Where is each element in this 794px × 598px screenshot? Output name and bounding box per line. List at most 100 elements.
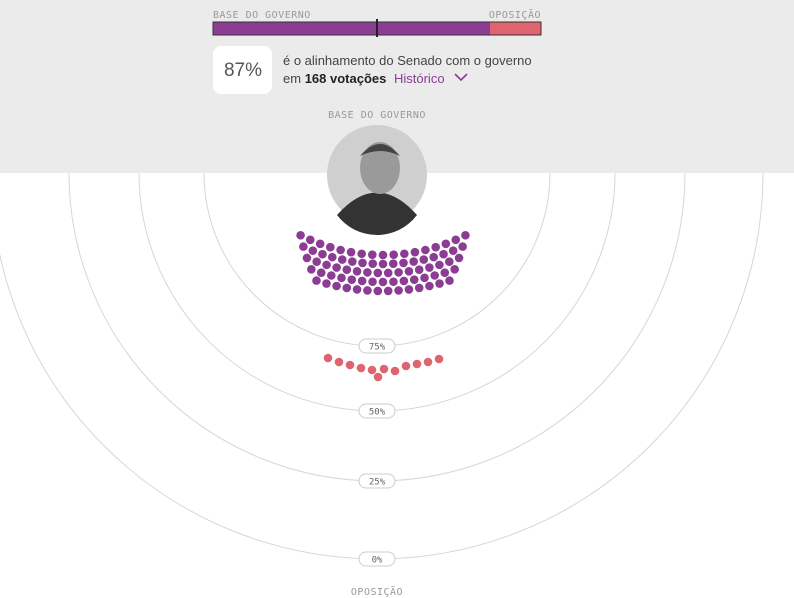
seat — [373, 286, 383, 296]
seat — [404, 267, 414, 276]
seat — [315, 239, 325, 249]
ring-label: 25% — [369, 478, 386, 488]
ring-pill — [358, 403, 396, 419]
seat — [435, 279, 444, 288]
seat — [336, 245, 345, 255]
seat — [318, 249, 327, 259]
seat — [409, 275, 419, 284]
seat — [363, 286, 372, 295]
seat — [423, 357, 433, 367]
seat — [420, 273, 429, 283]
seat — [394, 286, 403, 295]
seat — [409, 257, 418, 266]
seat — [379, 364, 389, 374]
seat — [305, 235, 315, 245]
seat — [399, 276, 409, 286]
photo-face — [360, 142, 400, 194]
seat — [346, 247, 356, 257]
ring-label: 0% — [372, 556, 383, 566]
seat — [352, 285, 362, 294]
seat — [434, 354, 444, 364]
seat — [388, 259, 398, 269]
seat — [401, 361, 411, 371]
seat — [412, 359, 422, 369]
top-label: BASE DO GOVERNO — [328, 110, 426, 121]
seat — [322, 260, 331, 270]
seat — [342, 283, 352, 293]
seat — [312, 276, 321, 285]
seat — [368, 259, 378, 269]
seat — [373, 268, 383, 278]
seat — [326, 242, 335, 252]
seat — [334, 357, 344, 367]
seat — [307, 265, 316, 274]
line2: em 168 votações Histórico — [283, 71, 445, 86]
bar-left-label: BASE DO GOVERNO — [213, 10, 311, 21]
seat — [439, 249, 448, 259]
seat — [383, 286, 393, 296]
seat — [431, 242, 440, 252]
seat — [425, 263, 434, 272]
seat — [316, 268, 326, 277]
seat — [410, 247, 420, 257]
opposition-bar — [490, 22, 541, 35]
rings: 75% 50% 25% 0% — [0, 172, 764, 567]
seat — [414, 283, 424, 293]
seat — [367, 365, 377, 375]
line1: é o alinhamento do Senado com o governo — [283, 53, 532, 68]
seat — [404, 285, 414, 294]
seat — [445, 276, 454, 285]
history-chevron[interactable] — [454, 73, 468, 82]
seat — [394, 268, 403, 277]
seat — [342, 265, 352, 274]
seat — [347, 275, 357, 284]
seat — [299, 242, 308, 251]
seat — [383, 268, 393, 278]
seats — [296, 230, 470, 382]
seat — [450, 265, 459, 274]
line2-prefix: em — [283, 71, 301, 86]
seat — [421, 245, 430, 255]
seat — [296, 230, 305, 240]
seat — [323, 353, 333, 363]
votes: 168 votações — [305, 71, 387, 86]
history-link[interactable]: Histórico — [394, 71, 445, 86]
seat — [429, 252, 439, 262]
bottom-label: OPOSIÇÃO — [351, 585, 403, 598]
seat — [461, 230, 470, 240]
photo-hair — [360, 144, 400, 156]
seat — [356, 363, 366, 373]
seat — [373, 372, 383, 382]
seat — [348, 257, 357, 266]
seat — [332, 281, 341, 291]
seat — [332, 263, 341, 272]
seat — [451, 235, 461, 245]
seat — [312, 257, 321, 266]
value-box — [213, 46, 272, 94]
seat — [458, 242, 467, 251]
seat — [327, 252, 337, 262]
seat — [363, 268, 372, 277]
seat — [345, 360, 355, 370]
ring-pill — [358, 551, 396, 567]
seat — [414, 265, 424, 274]
seat — [445, 257, 454, 266]
seat — [454, 253, 464, 263]
seat — [378, 250, 388, 260]
seat — [425, 281, 434, 291]
seat — [302, 253, 312, 263]
seat — [337, 273, 346, 283]
seat — [419, 255, 429, 264]
seat — [389, 277, 398, 287]
seat — [358, 258, 367, 268]
seat — [378, 277, 388, 287]
seat — [322, 279, 331, 288]
seat — [378, 259, 388, 269]
alignment-value: 87% — [224, 60, 262, 81]
seat — [389, 250, 398, 259]
seat — [400, 249, 409, 259]
ring-label: 50% — [369, 408, 386, 418]
seat — [337, 255, 347, 264]
ring-pill — [358, 338, 396, 354]
seat — [430, 271, 440, 280]
